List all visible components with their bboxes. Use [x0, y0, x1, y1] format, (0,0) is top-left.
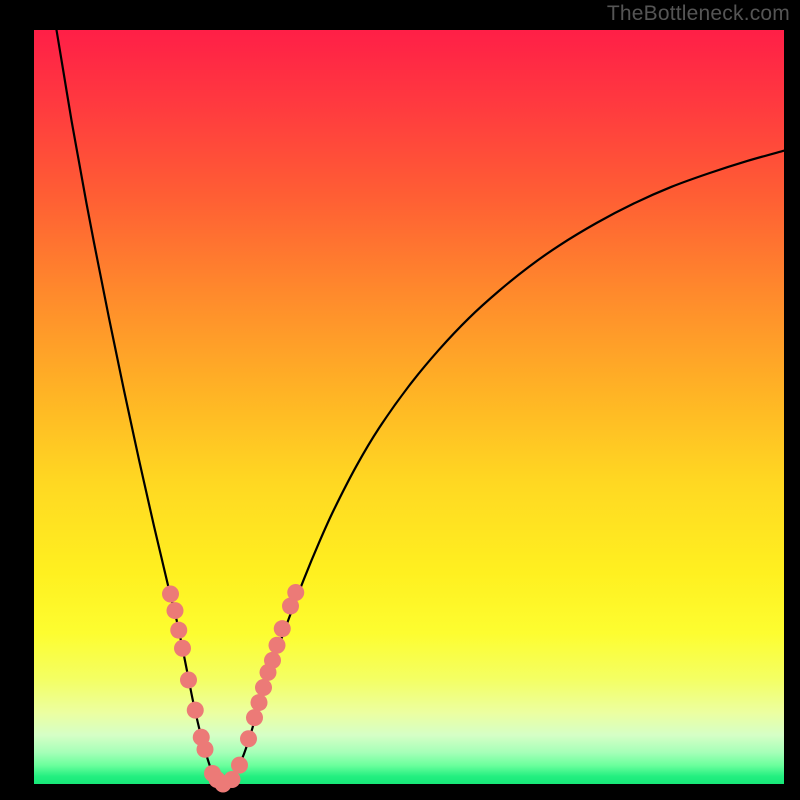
watermark-text: TheBottleneck.com [607, 2, 790, 26]
marker-dot [264, 652, 281, 669]
marker-dot [170, 622, 187, 639]
marker-dot [274, 620, 291, 637]
marker-group [162, 584, 304, 793]
marker-dot [287, 584, 304, 601]
marker-dot [240, 730, 257, 747]
curve-layer [34, 30, 784, 784]
marker-dot [167, 602, 184, 619]
bottleneck-curve [57, 30, 785, 784]
plot-area [34, 30, 784, 784]
chart-stage: TheBottleneck.com [0, 0, 800, 800]
marker-dot [269, 637, 286, 654]
marker-dot [251, 694, 268, 711]
marker-dot [246, 709, 263, 726]
marker-dot [224, 771, 241, 788]
marker-dot [197, 741, 214, 758]
marker-dot [231, 757, 248, 774]
marker-dot [180, 671, 197, 688]
marker-dot [187, 702, 204, 719]
marker-dot [162, 585, 179, 602]
marker-dot [255, 679, 272, 696]
marker-dot [174, 640, 191, 657]
